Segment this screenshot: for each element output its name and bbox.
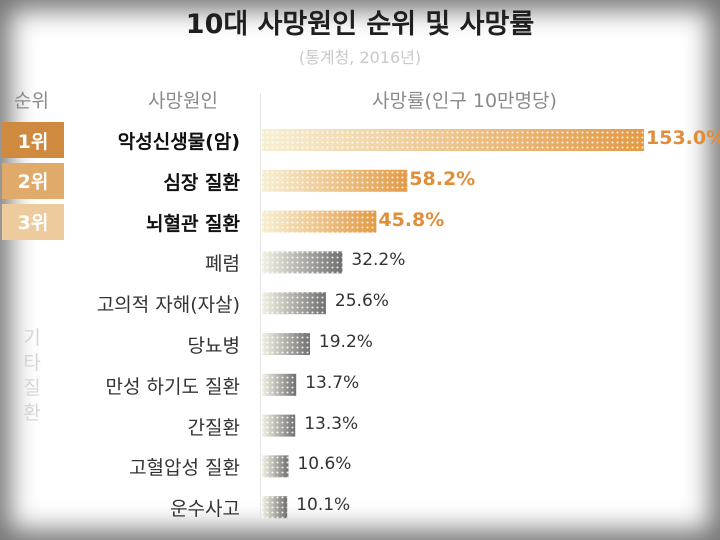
cause-label: 고의적 자해(자살) [96,294,240,317]
value-label: 13.7% [305,372,360,393]
value-label: 10.6% [297,454,352,475]
rank-badge: 3위 [2,203,64,240]
chart-subtitle: (통계청, 2016년) [298,48,422,67]
value-label: 10.1% [296,495,351,516]
value-label: 153.0% [646,127,720,149]
bar-texture [262,333,310,355]
value-label: 19.2% [318,332,373,352]
value-label: 25.6% [334,291,389,312]
value-label: 32.2% [351,250,406,271]
cause-label: 당뇨병 [187,335,240,357]
bar-texture [262,455,289,478]
rank-column-header: 순위 [14,90,49,112]
cause-label: 운수사고 [170,498,240,521]
cause-label: 간질환 [187,416,240,439]
cause-label: 폐렴 [205,253,240,276]
value-label: 13.3% [304,413,359,434]
cause-label: 심장 질환 [163,171,240,194]
value-label: 45.8% [378,208,445,231]
cause-label: 만성 하기도 질환 [105,375,240,398]
bar-texture [262,210,377,233]
rank-badge: 2위 [2,162,64,199]
bar-texture [262,373,297,396]
bar-texture [262,496,288,519]
value-label: 58.2% [409,167,476,190]
chart-title: 10대 사망원인 순위 및 사망률 [185,9,535,40]
rate-column-header: 사망률(인구 10만명당) [372,90,557,112]
bar-texture [262,292,326,315]
cause-column-header: 사망원인 [148,90,218,112]
rank-badge: 1위 [2,122,64,158]
bar-texture [262,414,296,437]
cause-label: 고혈압성 질환 [129,457,240,480]
bar-texture [262,129,644,151]
cause-label: 악성신생물(암) [117,131,240,153]
cause-label: 뇌혈관 질환 [145,212,240,235]
axis-divider [260,93,261,518]
bar-texture [262,169,408,192]
bar-texture [262,251,343,274]
